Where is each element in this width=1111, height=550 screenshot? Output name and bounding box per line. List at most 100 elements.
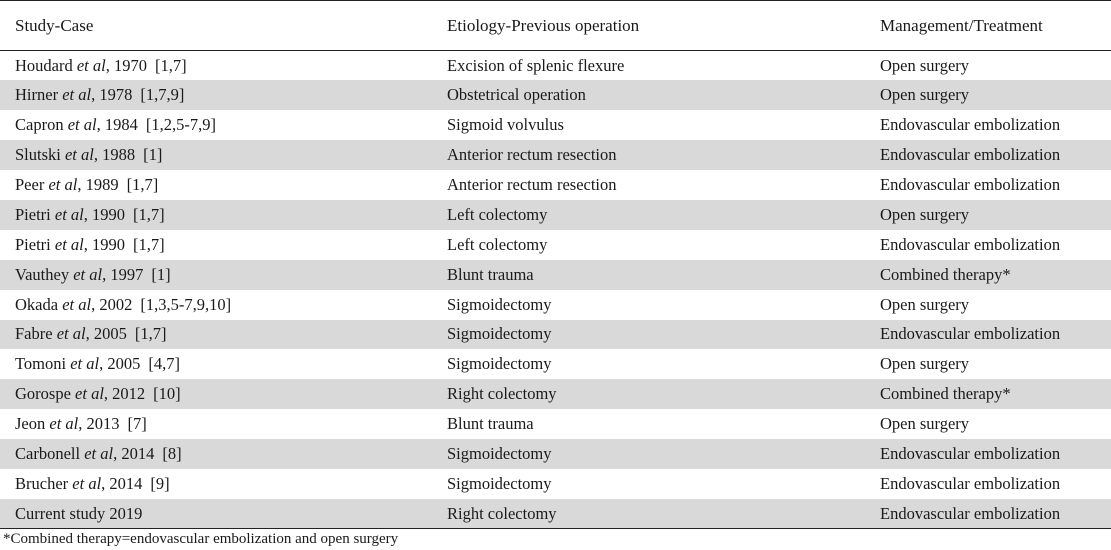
year: , 1970 [105, 55, 147, 75]
cell-etiology: Anterior rectum resection [447, 175, 617, 194]
table-row: Gorospe et al, 2012 [10] Right colectomy Co… [0, 379, 1111, 410]
year: , 1990 [83, 204, 125, 224]
references: [1,3,5-7,9,10] [140, 294, 232, 314]
references: [1,7] [134, 324, 167, 344]
cell-study-case: Hirner et al, 1978 [1,7,9] [0, 80, 432, 111]
et-al: et al [48, 175, 78, 194]
author-name: Carbonell [15, 444, 81, 464]
year: , 1978 [91, 85, 133, 105]
author-name: Vauthey [15, 264, 70, 284]
cell-etiology: Sigmoidectomy [432, 439, 865, 469]
cell-treatment: Endovascular embolization [880, 234, 1061, 254]
et-al: et al [84, 444, 114, 464]
cell-treatment: Open surgery [880, 354, 970, 374]
cell-etiology: Blunt trauma [432, 259, 865, 290]
year: , 2013 [78, 414, 120, 434]
year: , 2005 [85, 324, 127, 344]
year: , 1997 [102, 264, 144, 284]
cell-etiology: Obstetrical operation [432, 80, 865, 111]
cell-study-case: Current study 2019 [0, 498, 432, 530]
author-name: Peer [15, 175, 45, 194]
et-al: et al [54, 204, 84, 224]
cell-study-case: Gorospe et al, 2012 [10] [0, 379, 432, 410]
year: , 1990 [83, 234, 125, 254]
year: , 2014 [113, 444, 155, 464]
cell-etiology: Sigmoidectomy [447, 294, 552, 314]
year: , 2012 [103, 384, 146, 404]
cell-treatment: Endovascular embolization [865, 140, 1111, 171]
author-name: Hirner [15, 85, 59, 105]
references: [4,7] [148, 354, 180, 374]
et-al: et al [72, 473, 102, 493]
author-name: Gorospe [15, 384, 71, 404]
et-al: et al [76, 55, 106, 75]
cell-etiology: Right colectomy [432, 379, 865, 410]
author-name: Capron [15, 115, 64, 135]
cell-treatment: Endovascular embolization [865, 319, 1111, 350]
cell-treatment: Endovascular embolization [865, 439, 1111, 469]
references: [1,7] [126, 175, 159, 194]
header-management: Management/Treatment [865, 0, 1111, 51]
year: , 2005 [99, 354, 141, 374]
table-row: Fabre et al, 2005 [1,7] Sigmoidectomy Endov… [0, 319, 1111, 350]
cell-study-case: Brucher et al, 2014 [9] [0, 469, 432, 499]
cell-study-case: Jeon et al, 2013 [7] [0, 409, 432, 439]
cell-etiology: Left colectomy [447, 234, 548, 254]
cell-study-case: Slutski et al, 1988 [1] [0, 140, 432, 171]
year: , 1988 [93, 145, 136, 165]
cell-study-case: Pietri et al, 1990 [1,7] [0, 199, 432, 230]
year: , 1984 [96, 115, 138, 135]
table-row: Pietri et al, 1990 [1,7] Left colectomy End… [0, 230, 1111, 260]
et-al: et al [67, 115, 97, 135]
cell-treatment: Endovascular embolization [865, 498, 1111, 530]
et-al: et al [75, 384, 104, 404]
references: [8] [162, 444, 182, 464]
table-row: Houdard et al, 1970 [1,7] Excision of sple… [0, 51, 1111, 81]
references: [7] [127, 414, 147, 434]
author-name: Pietri [15, 234, 51, 254]
cell-treatment: Open surgery [880, 55, 970, 75]
author-name: Slutski [15, 145, 61, 165]
cell-study-case: Vauthey et al, 1997 [1] [0, 259, 432, 290]
cell-study-case: Fabre et al, 2005 [1,7] [0, 319, 432, 350]
et-al: et al [64, 145, 94, 165]
cell-etiology: Right colectomy [432, 498, 865, 530]
author-name: Current study 2019 [15, 503, 143, 523]
et-al: et al [73, 264, 103, 284]
author-name: Houdard [15, 55, 73, 75]
et-al: et al [70, 354, 100, 374]
year: , 2014 [101, 473, 143, 493]
et-al: et al [62, 85, 92, 105]
table-row: Current study 2019 Right colectomy Endovas… [0, 498, 1111, 530]
header-etiology: Etiology-Previous operation [432, 0, 865, 51]
author-name: Jeon [15, 414, 46, 434]
references: [1,7] [133, 204, 165, 224]
et-al: et al [56, 324, 86, 344]
cell-etiology: Sigmoid volvulus [447, 115, 564, 135]
cell-treatment: Endovascular embolization [880, 115, 1061, 135]
table-row: Slutski et al, 1988 [1] Anterior rectum re… [0, 140, 1111, 171]
references: [9] [150, 473, 170, 493]
cell-study-case: Pietri et al, 1990 [1,7] [0, 230, 432, 260]
table-header: Study-Case Etiology-Previous operation M… [0, 0, 1111, 51]
references: [1,7,9] [140, 85, 185, 105]
references: [10] [153, 384, 181, 404]
cell-etiology: Blunt trauma [447, 414, 534, 434]
cell-treatment: Open surgery [865, 199, 1111, 230]
table-row: Tomoni et al, 2005 [4,7] Sigmoidectomy Open… [0, 349, 1111, 379]
footnote: *Combined therapy=endovascular embolizat… [3, 531, 399, 547]
table-row: Okada et al, 2002 [1,3,5-7,9,10] Sigmoidec… [0, 290, 1111, 320]
table-row: Pietri et al, 1990 [1,7] Left colectomy Ope… [0, 199, 1111, 230]
cell-study-case: Houdard et al, 1970 [1,7] [0, 51, 432, 81]
table-row: Vauthey et al, 1997 [1] Blunt trauma Combin… [0, 259, 1111, 290]
cell-etiology: Sigmoidectomy [432, 319, 865, 350]
cell-study-case: Capron et al, 1984 [1,2,5-7,9] [0, 110, 432, 140]
table-body: Houdard et al, 1970 [1,7] Excision of sple… [0, 51, 1111, 530]
references: [1] [151, 264, 171, 284]
year: , 2002 [91, 294, 133, 314]
cell-etiology: Sigmoidectomy [447, 354, 552, 374]
table-row: Jeon et al, 2013 [7] Blunt trauma Open surg… [0, 409, 1111, 439]
cell-etiology: Anterior rectum resection [432, 140, 865, 171]
table-row: Peer et al, 1989 [1,7] Anterior rectum res… [0, 170, 1111, 200]
cell-study-case: Okada et al, 2002 [1,3,5-7,9,10] [0, 290, 432, 320]
